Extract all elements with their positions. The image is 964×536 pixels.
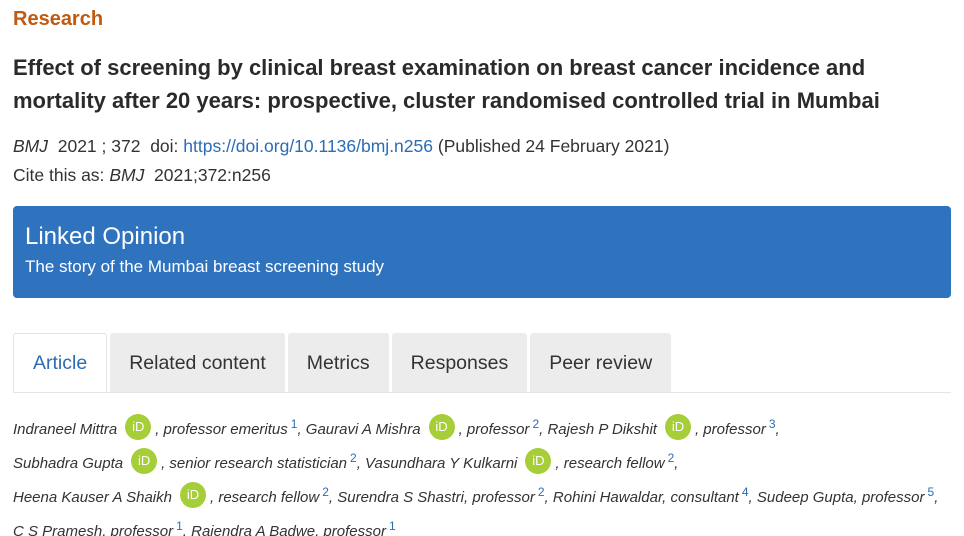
affiliation-link[interactable]: 3 xyxy=(768,417,776,431)
author-entry: Gauravi A Mishra iD, professor 2, xyxy=(305,414,544,440)
author-name[interactable]: Gauravi A Mishra xyxy=(305,421,421,438)
article-tabs: Article Related content Metrics Response… xyxy=(13,333,672,393)
author-role: , consultant xyxy=(662,489,739,506)
author-name[interactable]: Rajendra A Badwe xyxy=(191,523,316,536)
affiliation-link[interactable]: 5 xyxy=(927,485,935,499)
author-separator: , xyxy=(775,421,780,438)
author-role: , professor xyxy=(315,523,386,536)
author-role: , research fellow xyxy=(210,489,320,506)
author-entry: C S Pramesh, professor 1, xyxy=(13,519,187,536)
tab-peer-review[interactable]: Peer review xyxy=(530,333,672,393)
author-separator: , xyxy=(297,421,302,438)
author-entry: Surendra S Shastri, professor 2, xyxy=(337,485,549,506)
published-date: (Published 24 February 2021) xyxy=(437,136,670,156)
author-separator: , xyxy=(328,489,334,506)
orcid-icon[interactable]: iD xyxy=(428,414,455,440)
tab-article[interactable]: Article xyxy=(13,333,108,393)
affiliation-link[interactable]: 2 xyxy=(532,417,540,431)
author-name[interactable]: Rajesh P Dikshit xyxy=(547,421,657,438)
author-separator: , xyxy=(356,455,361,472)
tab-responses[interactable]: Responses xyxy=(391,333,528,393)
author-entry: Heena Kauser A Shaikh iD, research fellow… xyxy=(13,482,334,508)
author-name[interactable]: Vasundhara Y Kulkarni xyxy=(365,455,518,472)
orcid-icon[interactable]: iD xyxy=(131,448,158,474)
affiliation-link[interactable]: 2 xyxy=(667,451,675,465)
author-entry: Sudeep Gupta, professor 5, xyxy=(756,485,939,506)
author-role: , research fellow xyxy=(555,455,665,472)
author-name[interactable]: Subhadra Gupta xyxy=(13,455,124,472)
article-title: Effect of screening by clinical breast e… xyxy=(13,55,880,113)
author-name[interactable]: Rohini Hawaldar xyxy=(552,489,663,506)
author-name[interactable]: Sudeep Gupta xyxy=(756,489,854,506)
author-entry: Rohini Hawaldar, consultant 4, xyxy=(552,485,753,506)
author-role: , professor xyxy=(458,421,530,438)
author-role: , senior research statistician xyxy=(161,455,348,472)
affiliation-link[interactable]: 4 xyxy=(741,485,749,499)
orcid-icon[interactable]: iD xyxy=(180,482,206,508)
affiliation-link[interactable]: 2 xyxy=(322,485,329,499)
author-entry: Indraneel Mittra iD, professor emeritus 1, xyxy=(13,414,302,440)
author-role: , professor xyxy=(694,421,766,438)
orcid-icon[interactable]: iD xyxy=(664,414,691,440)
tab-related-content[interactable]: Related content xyxy=(110,333,285,393)
article-type-label: Research xyxy=(13,8,104,30)
cite-journal: BMJ xyxy=(109,165,145,185)
author-separator: , xyxy=(544,489,549,506)
author-entry: Subhadra Gupta iD, senior research statis… xyxy=(13,448,361,474)
author-separator: , xyxy=(674,455,679,472)
author-separator: , xyxy=(539,421,544,438)
author-separator: , xyxy=(934,489,939,506)
cite-prefix: Cite this as: xyxy=(13,165,105,185)
author-entry: Rajesh P Dikshit iD, professor 3, xyxy=(547,414,780,440)
journal-name: BMJ xyxy=(13,136,48,156)
author-role: , professor xyxy=(463,489,535,506)
author-name[interactable]: Surendra S Shastri xyxy=(337,489,464,506)
author-separator: , xyxy=(182,523,187,536)
orcid-icon[interactable]: iD xyxy=(525,448,552,474)
citation-line: BMJ 2021 ; 372 doi: https://doi.org/10.1… xyxy=(13,133,669,159)
doi-link[interactable]: https://doi.org/10.1136/bmj.n256 xyxy=(183,136,433,156)
doi-label: doi: xyxy=(150,136,179,156)
author-separator: , xyxy=(748,489,753,506)
affiliation-link[interactable]: 2 xyxy=(537,485,545,499)
linked-opinion-link[interactable]: The story of the Mumbai breast screening… xyxy=(25,257,385,276)
year-volume: 2021 ; 372 xyxy=(57,136,141,156)
author-role: , professor xyxy=(853,489,925,506)
author-name[interactable]: Indraneel Mittra xyxy=(13,421,118,438)
author-entry: Rajendra A Badwe, professor 1 xyxy=(191,519,396,536)
author-name[interactable]: C S Pramesh xyxy=(13,523,103,536)
linked-opinion-heading: Linked Opinion xyxy=(25,223,186,250)
affiliation-link[interactable]: 1 xyxy=(388,519,396,533)
cite-reference: 2021;372:n256 xyxy=(154,165,271,185)
author-role: , professor emeritus xyxy=(155,421,288,438)
tab-metrics[interactable]: Metrics xyxy=(287,333,389,393)
author-entry: Vasundhara Y Kulkarni iD, research fellow… xyxy=(365,448,679,474)
tab-divider xyxy=(13,392,951,393)
affiliation-link[interactable]: 1 xyxy=(290,417,298,431)
orcid-icon[interactable]: iD xyxy=(125,414,152,440)
affiliation-link[interactable]: 2 xyxy=(350,451,357,465)
linked-opinion-banner[interactable]: Linked Opinion The story of the Mumbai b… xyxy=(13,206,951,298)
author-role: , professor xyxy=(102,523,174,536)
affiliation-link[interactable]: 1 xyxy=(176,519,183,533)
author-list: Indraneel Mittra iD, professor emeritus 1,… xyxy=(13,410,958,536)
author-name[interactable]: Heena Kauser A Shaikh xyxy=(13,489,172,506)
cite-as-line: Cite this as: BMJ 2021;372:n256 xyxy=(13,162,271,188)
